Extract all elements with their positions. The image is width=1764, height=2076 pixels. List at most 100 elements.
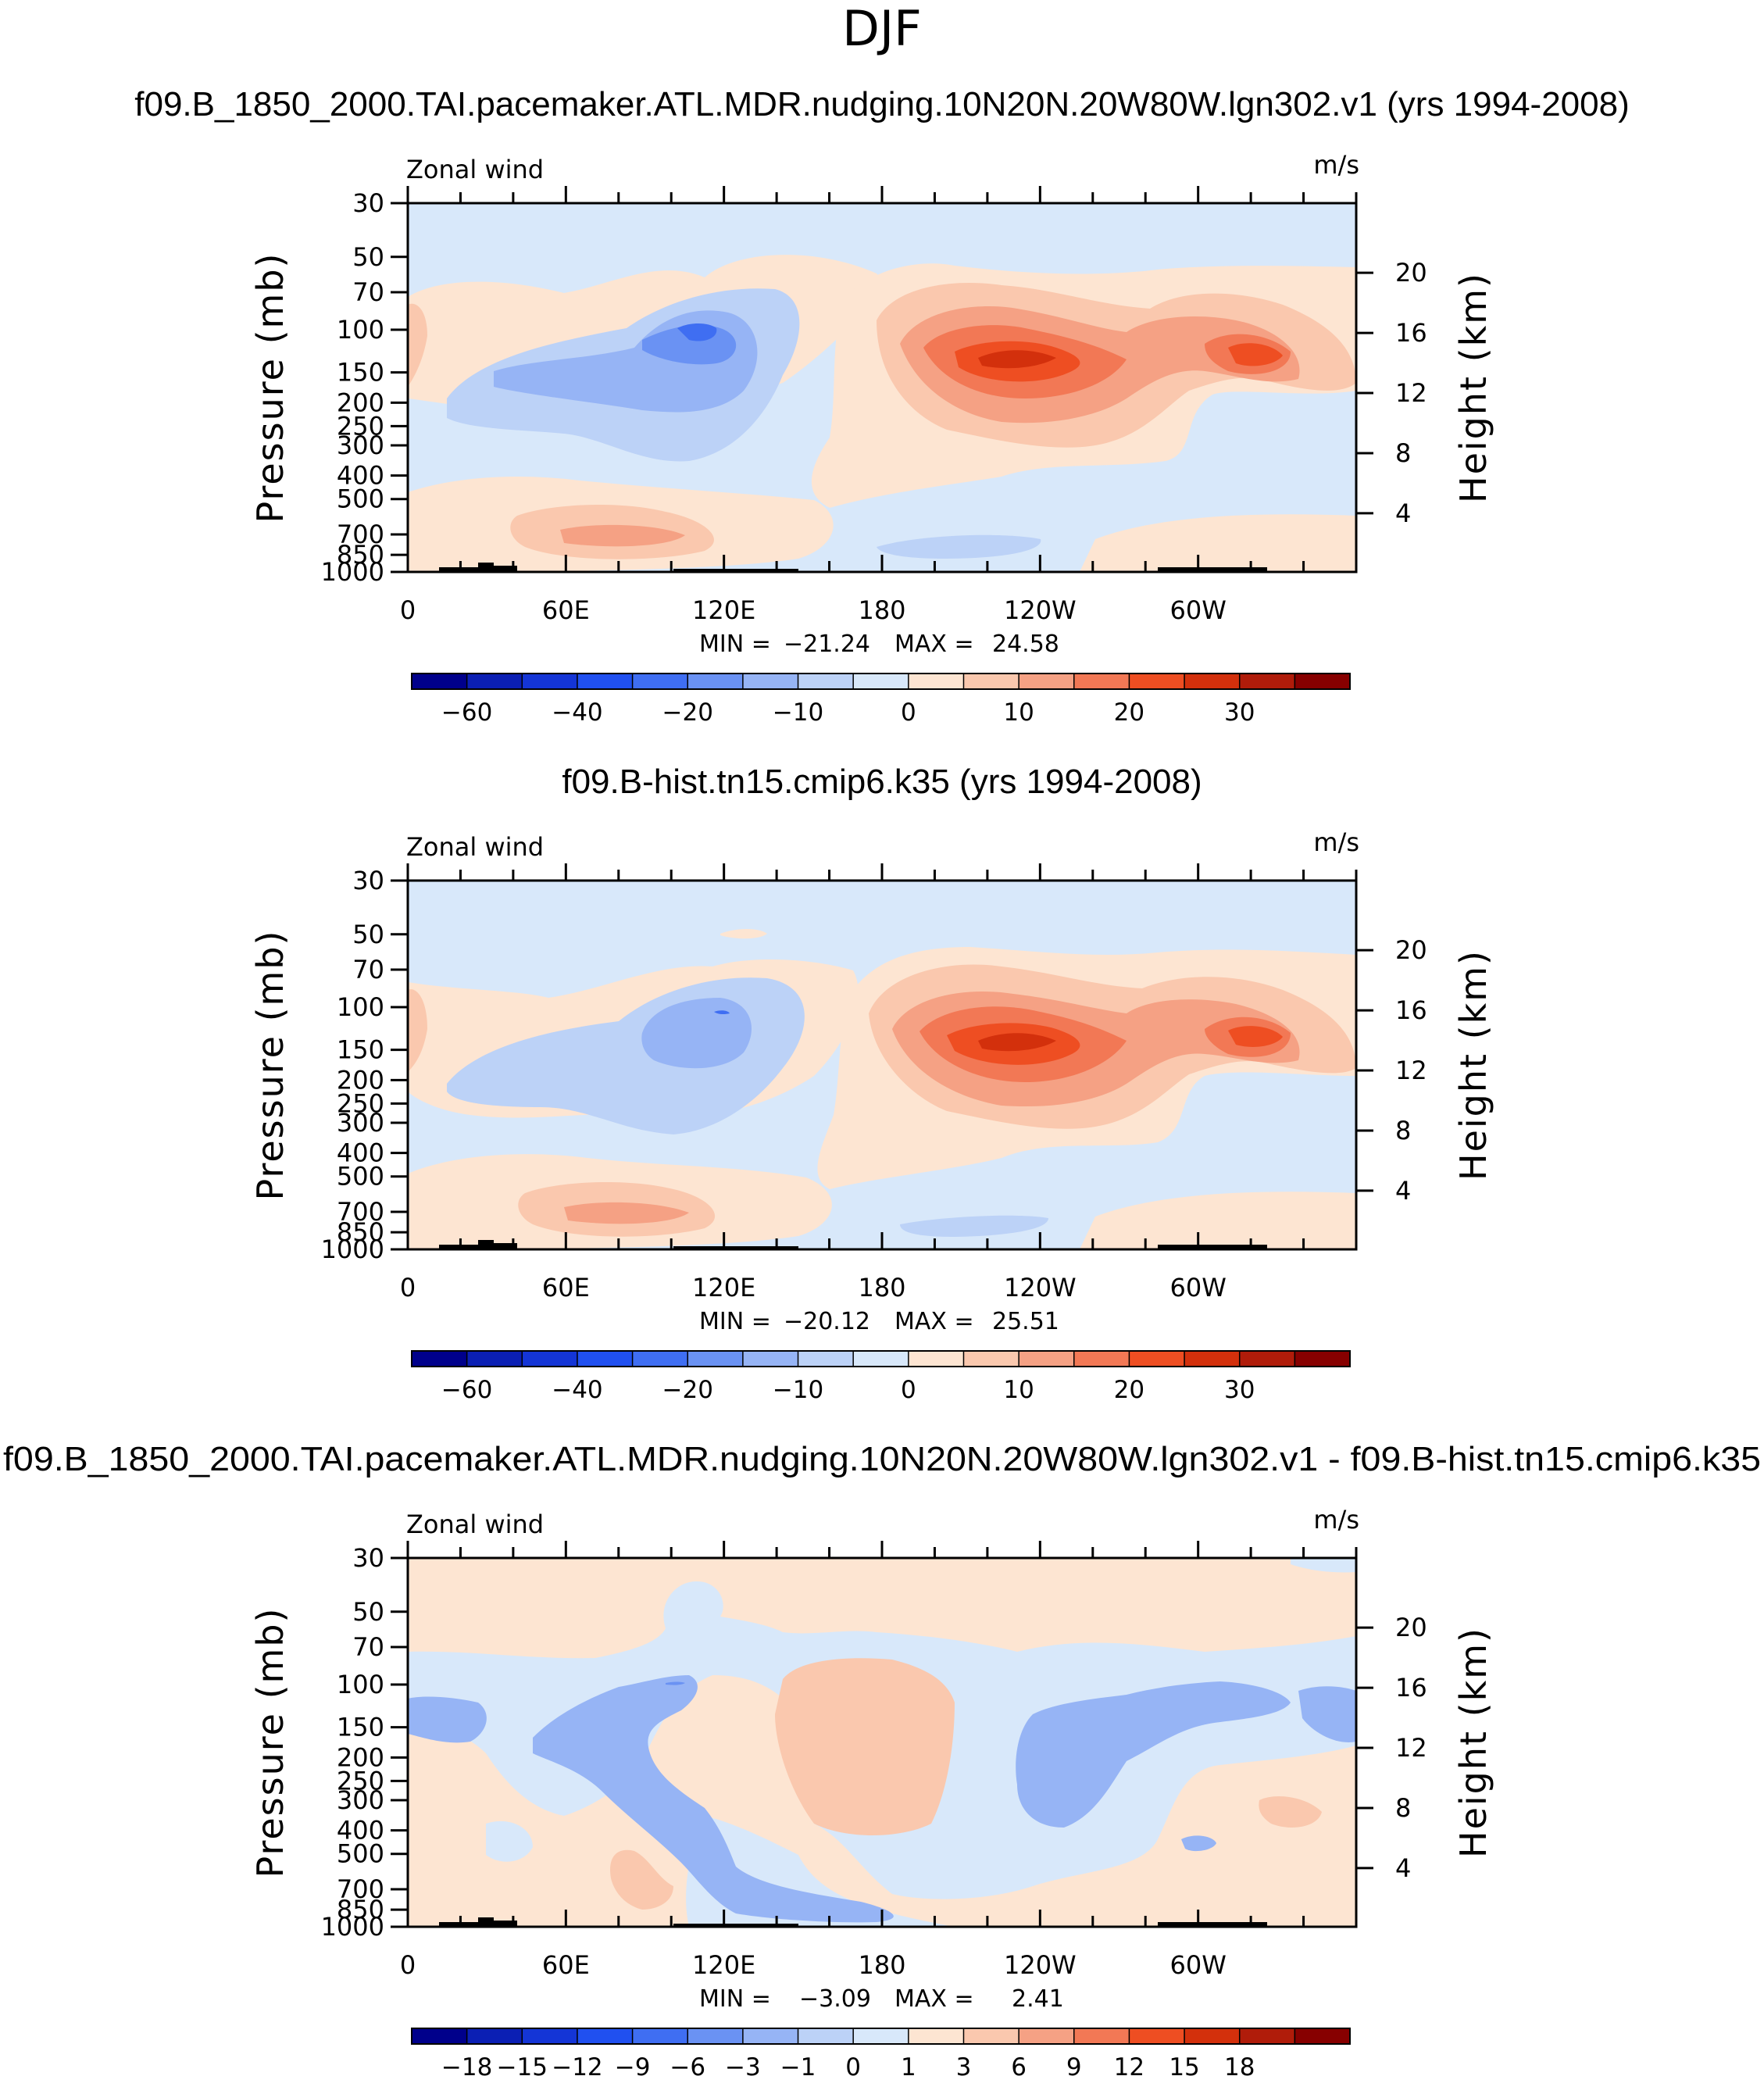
y-tick-label: 150 <box>337 1035 384 1065</box>
y-tick-label: 850 <box>337 1217 384 1247</box>
case-title: f09.B-hist.tn15.cmip6.k35 (yrs 1994-2008… <box>562 763 1202 801</box>
contour-band <box>720 929 767 939</box>
contour-band <box>1298 1686 1356 1742</box>
right-axis-title: Height (km) <box>1452 272 1494 503</box>
contour-band <box>533 1675 894 1923</box>
figure-title: DJF <box>842 0 922 57</box>
y-tick-label: 400 <box>337 1816 384 1846</box>
y-axis-title: Pressure (mb) <box>249 1607 291 1878</box>
x-tick-label: 120W <box>1004 595 1077 625</box>
y-tick-label: 30 <box>352 866 384 895</box>
y-tick-label: 200 <box>337 1742 384 1772</box>
colorbar-box <box>1019 674 1075 689</box>
colorbar-box <box>742 2028 799 2044</box>
colorbar-label: −60 <box>441 1376 492 1404</box>
y-axis-title: Pressure (mb) <box>249 252 291 523</box>
x-tick-label: 180 <box>858 1273 905 1302</box>
min-label: MIN = <box>699 1308 771 1335</box>
colorbar: −18 −15 −12 −9 −6 −3 −1 0 1 3 6 9 12 15 18 <box>411 2028 1351 2076</box>
colorbar: −60 −40 −20 −10 0 10 20 30 <box>411 1350 1351 1404</box>
colorbar-label: 15 <box>1169 2053 1199 2076</box>
colorbar-box <box>908 1351 964 1367</box>
y-tick-label: 500 <box>337 1162 384 1192</box>
colorbar-label: 0 <box>901 1376 916 1404</box>
colorbar-box <box>632 2028 688 2044</box>
colorbar-frame <box>411 1350 1351 1367</box>
colorbar-box <box>908 674 964 689</box>
contour-band <box>978 1033 1056 1052</box>
min-label: MIN = <box>699 631 771 658</box>
min-value: −21.24 <box>784 631 870 658</box>
max-value: 25.51 <box>992 1308 1059 1335</box>
y-tick-label: 1000 <box>321 557 384 587</box>
colorbar-box <box>1239 1351 1295 1367</box>
colorbar-box <box>687 1351 744 1367</box>
x-tick-label: 60W <box>1169 1950 1226 1980</box>
contour-band <box>1080 514 1356 572</box>
colorbar-box <box>687 674 744 689</box>
contour-band <box>560 524 685 547</box>
y-tick-label: 30 <box>352 1543 384 1573</box>
contour-band <box>610 1849 673 1910</box>
colorbar-label: −15 <box>497 2053 548 2076</box>
colorbar-box <box>1184 2028 1241 2044</box>
x-tick-label: 0 <box>400 1273 416 1302</box>
colorbar-box <box>577 1351 634 1367</box>
colorbar-label: 6 <box>1011 2053 1027 2076</box>
right-axis-title: Height (km) <box>1452 1627 1494 1858</box>
right-tick-label: 4 <box>1395 498 1411 528</box>
colorbar-label: 10 <box>1003 699 1034 727</box>
contour-band <box>1228 343 1283 366</box>
colorbar-box <box>687 2028 744 2044</box>
x-tick-label: 120E <box>692 1273 755 1302</box>
max-value: 24.58 <box>992 631 1059 658</box>
colorbar-box <box>963 674 1019 689</box>
y-tick-label: 30 <box>352 188 384 218</box>
colorbar-box <box>1129 1351 1185 1367</box>
max-label: MAX = <box>894 1308 974 1335</box>
colorbar-box <box>412 2028 468 2044</box>
contour-band <box>408 989 427 1072</box>
colorbar-box <box>577 2028 634 2044</box>
panel-2: f09.B-hist.tn15.cmip6.k35 (yrs 1994-2008… <box>249 763 1494 1404</box>
right-tick-label: 4 <box>1395 1176 1411 1206</box>
y-tick-label: 100 <box>337 1670 384 1699</box>
colorbar-label: −20 <box>662 699 713 727</box>
contour-band <box>666 1681 685 1685</box>
colorbar: −60 −40 −20 −10 0 10 20 30 <box>411 673 1351 727</box>
contour-band <box>502 363 587 375</box>
colorbar-box <box>632 674 688 689</box>
x-tick-label: 60E <box>542 1950 590 1980</box>
colorbar-box <box>1294 1351 1351 1367</box>
y-tick-label: 700 <box>337 1874 384 1904</box>
units-label: m/s <box>1313 150 1359 180</box>
colorbar-label: 18 <box>1224 2053 1255 2076</box>
y-tick-label: 850 <box>337 540 384 570</box>
colorbar-box <box>577 674 634 689</box>
right-tick-label: 12 <box>1395 1733 1427 1763</box>
right-tick-label: 16 <box>1395 318 1427 348</box>
y-tick-label: 100 <box>337 315 384 345</box>
colorbar-box <box>798 1351 854 1367</box>
y-tick-label: 70 <box>352 955 384 984</box>
colorbar-box <box>1239 2028 1295 2044</box>
y-tick-label: 500 <box>337 484 384 514</box>
panel-1: f09.B_1850_2000.TAI.pacemaker.ATL.MDR.nu… <box>134 85 1629 727</box>
colorbar-label: −1 <box>780 2053 816 2076</box>
colorbar-label: 3 <box>956 2053 972 2076</box>
max-label: MAX = <box>894 631 974 658</box>
contour-band <box>1291 1558 1356 1573</box>
x-tick-label: 180 <box>858 1950 905 1980</box>
right-axis: 20 16 12 8 4 <box>1356 258 1427 528</box>
colorbar-label: 9 <box>1066 2053 1082 2076</box>
x-tick-label: 120W <box>1004 1950 1077 1980</box>
right-axis: 20 16 12 8 4 <box>1356 1613 1427 1883</box>
contour-band <box>1080 1192 1356 1249</box>
y-tick-label: 300 <box>337 431 384 460</box>
min-value: −3.09 <box>799 1985 871 2013</box>
colorbar-frame <box>411 673 1351 690</box>
colorbar-box <box>963 1351 1019 1367</box>
colorbar-box <box>632 1351 688 1367</box>
